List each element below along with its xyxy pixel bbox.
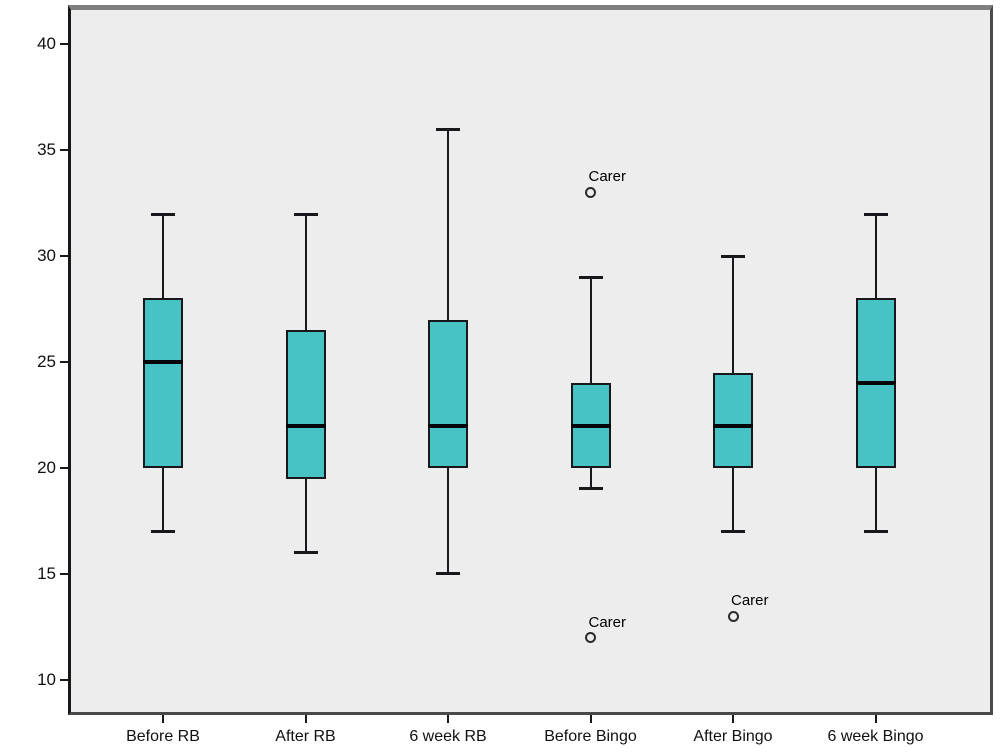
lower-whisker-cap xyxy=(863,529,888,533)
x-tick-label: Before RB xyxy=(126,728,200,745)
y-axis-tick xyxy=(60,149,68,151)
median-line xyxy=(143,360,183,364)
lower-whisker-cap xyxy=(293,550,318,554)
y-axis-tick xyxy=(60,573,68,575)
upper-whisker xyxy=(732,256,734,373)
y-axis-tick xyxy=(60,361,68,363)
lower-whisker-cap xyxy=(721,529,745,533)
y-tick-label: 15 xyxy=(37,564,56,583)
lower-whisker xyxy=(589,468,592,490)
outlier-label: Carer xyxy=(588,168,627,186)
y-axis-tick xyxy=(60,467,68,469)
iqr-box xyxy=(285,330,326,479)
upper-whisker-cap xyxy=(863,212,888,216)
upper-whisker-cap xyxy=(293,212,318,216)
lower-whisker xyxy=(162,468,164,532)
outlier-circle xyxy=(585,186,596,198)
median-line xyxy=(285,423,326,428)
plot-area xyxy=(68,5,993,715)
upper-whisker-cap xyxy=(436,127,460,131)
y-tick-label: 30 xyxy=(37,246,56,265)
y-tick-label: 25 xyxy=(37,352,56,371)
median-line xyxy=(713,423,753,428)
upper-whisker xyxy=(874,213,877,299)
upper-whisker xyxy=(589,277,592,384)
iqr-box xyxy=(143,298,183,468)
iqr-box xyxy=(713,372,753,468)
x-tick-label: After RB xyxy=(275,728,336,745)
iqr-box xyxy=(428,319,468,468)
median-line xyxy=(855,381,896,386)
y-tick-label: 35 xyxy=(37,140,56,159)
y-tick-label: 20 xyxy=(37,458,56,477)
upper-whisker xyxy=(304,213,307,331)
x-axis-tick xyxy=(732,715,734,723)
y-axis-tick xyxy=(60,43,68,45)
y-axis-tick xyxy=(60,255,68,257)
x-axis-tick xyxy=(162,715,164,723)
lower-whisker xyxy=(732,468,734,532)
lower-whisker-cap xyxy=(436,572,460,575)
upper-whisker-cap xyxy=(578,276,603,280)
median-line xyxy=(428,423,468,428)
outlier-circle xyxy=(585,632,596,644)
x-axis-tick xyxy=(589,715,592,723)
median-line xyxy=(570,423,611,428)
x-axis-tick xyxy=(874,715,877,723)
upper-whisker xyxy=(447,128,449,320)
upper-whisker xyxy=(162,213,164,299)
x-axis-tick xyxy=(304,715,307,723)
outlier-label: Carer xyxy=(588,613,627,631)
x-tick-label: Before Bingo xyxy=(544,728,637,745)
lower-whisker xyxy=(304,478,307,553)
y-axis-tick xyxy=(60,679,68,681)
lower-whisker-cap xyxy=(578,487,603,491)
upper-whisker-cap xyxy=(151,212,175,216)
upper-whisker-cap xyxy=(721,255,745,258)
outlier-label: Carer xyxy=(731,592,769,610)
lower-whisker xyxy=(874,468,877,532)
y-tick-label: 10 xyxy=(37,670,56,689)
x-axis-tick xyxy=(447,715,449,723)
x-tick-label: 6 week Bingo xyxy=(827,728,924,745)
x-tick-label: After Bingo xyxy=(693,728,773,745)
lower-whisker xyxy=(447,468,449,574)
x-tick-label: 6 week RB xyxy=(409,728,487,745)
lower-whisker-cap xyxy=(151,529,175,533)
y-tick-label: 40 xyxy=(37,34,56,53)
outlier-circle xyxy=(727,610,739,622)
